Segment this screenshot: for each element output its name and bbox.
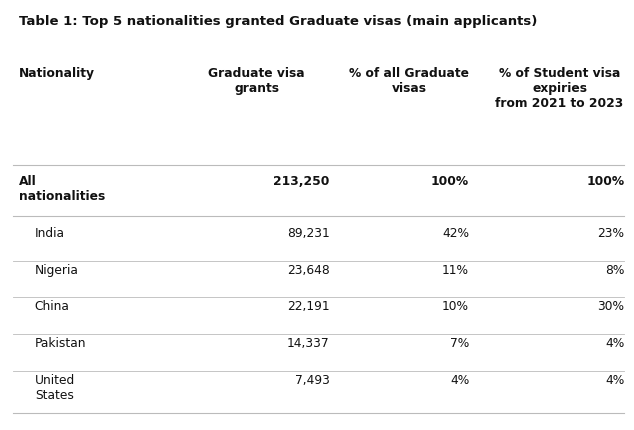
Text: % of all Graduate
visas: % of all Graduate visas [349, 67, 469, 95]
Text: 100%: 100% [586, 174, 624, 187]
Text: 4%: 4% [605, 336, 624, 349]
Text: 7,493: 7,493 [295, 373, 330, 386]
Text: 23,648: 23,648 [287, 263, 330, 276]
Text: Graduate visa
grants: Graduate visa grants [209, 67, 305, 95]
Text: 23%: 23% [597, 227, 624, 240]
Text: 89,231: 89,231 [287, 227, 330, 240]
Text: Nationality: Nationality [19, 67, 95, 80]
Text: Table 1: Top 5 nationalities granted Graduate visas (main applicants): Table 1: Top 5 nationalities granted Gra… [19, 15, 538, 28]
Text: 30%: 30% [597, 300, 624, 313]
Text: 213,250: 213,250 [273, 174, 330, 187]
Text: Pakistan: Pakistan [35, 336, 86, 349]
Text: 100%: 100% [431, 174, 469, 187]
Text: All
nationalities: All nationalities [19, 174, 105, 202]
Text: China: China [35, 300, 70, 313]
Text: Nigeria: Nigeria [35, 263, 79, 276]
Text: % of Student visa
expiries
from 2021 to 2023: % of Student visa expiries from 2021 to … [495, 67, 624, 110]
Text: 14,337: 14,337 [287, 336, 330, 349]
Text: 22,191: 22,191 [287, 300, 330, 313]
Text: 11%: 11% [442, 263, 469, 276]
Text: India: India [35, 227, 65, 240]
Text: 4%: 4% [605, 373, 624, 386]
Text: 7%: 7% [450, 336, 469, 349]
Text: 10%: 10% [442, 300, 469, 313]
Text: 42%: 42% [442, 227, 469, 240]
Text: United
States: United States [35, 373, 75, 401]
Text: 8%: 8% [605, 263, 624, 276]
Text: 4%: 4% [450, 373, 469, 386]
